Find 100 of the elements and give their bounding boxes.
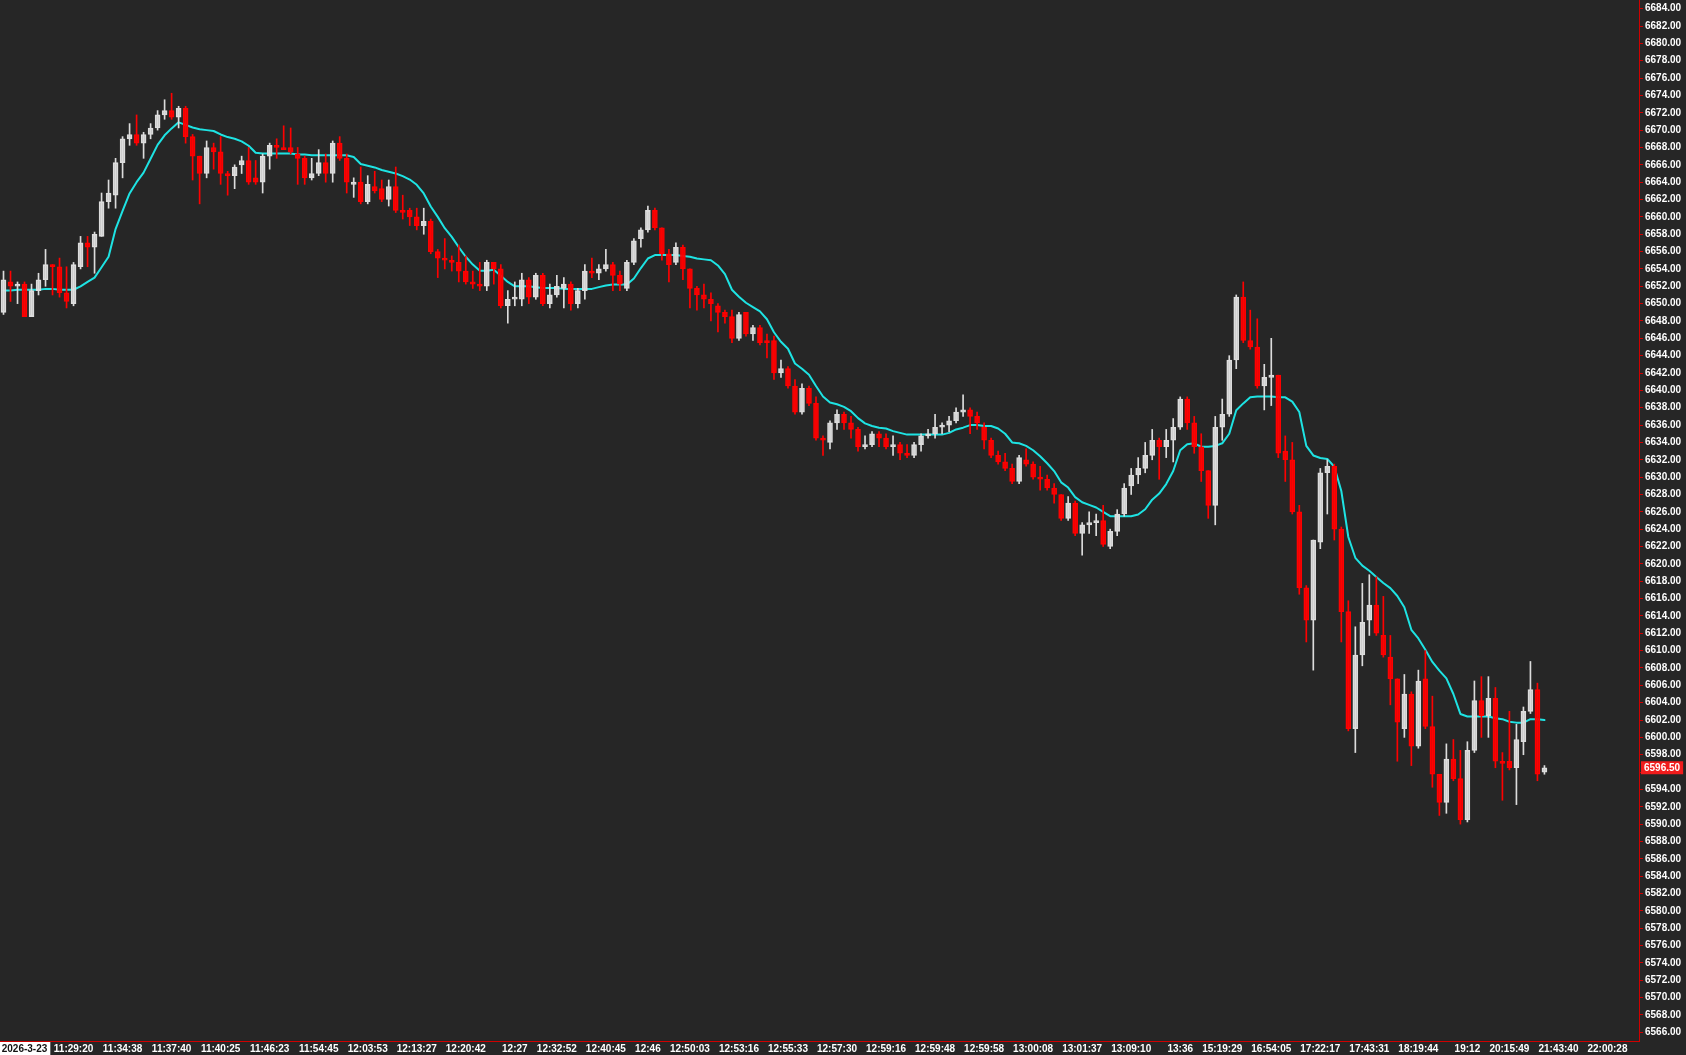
candlestick <box>371 171 378 194</box>
x-tick-label: 12:13:27 <box>396 1042 438 1054</box>
y-tick-label: 6568.00 <box>1645 1008 1682 1020</box>
candlestick <box>701 283 707 309</box>
y-tick-label: 6668.00 <box>1645 141 1682 153</box>
candlestick <box>890 435 896 456</box>
x-tick-label: 12:53:16 <box>718 1042 760 1054</box>
y-tick-label: 6654.00 <box>1645 262 1682 274</box>
candlestick <box>1163 429 1170 458</box>
candlestick <box>1268 338 1275 406</box>
y-tick-label: 6636.00 <box>1645 418 1682 430</box>
x-tick-label: 21:43:40 <box>1538 1042 1579 1054</box>
x-tick-label: 13:09:10 <box>1111 1042 1152 1054</box>
candlestick <box>967 407 973 435</box>
y-tick-label: 6600.00 <box>1645 731 1682 743</box>
candlestick <box>280 125 287 150</box>
x-tick-label: 12:32:52 <box>536 1042 578 1054</box>
candlestick <box>511 281 518 307</box>
candlestick <box>1135 457 1142 484</box>
y-tick-label: 6614.00 <box>1645 609 1682 621</box>
y-tick-label: 6632.00 <box>1645 453 1682 465</box>
y-tick-label: 6678.00 <box>1645 54 1682 66</box>
y-tick-label: 6618.00 <box>1645 574 1682 586</box>
y-tick-label: 6570.00 <box>1645 991 1682 1003</box>
x-tick-label: 12:50:03 <box>669 1042 711 1054</box>
candlestick <box>420 207 427 235</box>
candlestick <box>308 157 315 181</box>
y-tick-label: 6606.00 <box>1645 679 1682 691</box>
y-tick-label: 6626.00 <box>1645 505 1682 517</box>
candlestick <box>1037 465 1043 491</box>
x-tick-label: 13:01:37 <box>1062 1042 1103 1054</box>
y-tick-label: 6624.00 <box>1645 522 1682 534</box>
y-tick-label: 6582.00 <box>1645 887 1682 899</box>
y-tick-label: 6676.00 <box>1645 71 1682 83</box>
x-tick-label: 19:12 <box>1454 1042 1481 1054</box>
x-tick-label: 12:59:58 <box>964 1042 1005 1054</box>
y-tick-label: 6592.00 <box>1645 800 1682 812</box>
candlestick <box>561 277 567 309</box>
y-tick-label: 6628.00 <box>1645 488 1682 500</box>
y-tick-label: 6630.00 <box>1645 470 1682 482</box>
candlestick <box>1324 459 1331 515</box>
y-tick-label: 6610.00 <box>1645 644 1682 656</box>
candlestick <box>504 290 511 324</box>
y-tick-label: 6566.00 <box>1645 1026 1682 1038</box>
candlestick <box>820 435 826 456</box>
x-tick-label: 15:19:29 <box>1202 1042 1243 1054</box>
y-tick-label: 6602.00 <box>1645 713 1682 725</box>
x-tick-label: 17:22:17 <box>1300 1042 1341 1054</box>
y-tick-label: 6590.00 <box>1645 817 1682 829</box>
y-tick-label: 6622.00 <box>1645 540 1682 552</box>
candlestick <box>708 292 714 322</box>
y-tick-label: 6644.00 <box>1645 349 1682 361</box>
x-tick-label: 12:46 <box>635 1042 662 1054</box>
candlestick <box>287 127 294 155</box>
annotation: 6596.50 <box>1644 761 1681 773</box>
y-tick-label: 6588.00 <box>1645 835 1682 847</box>
y-tick-label: 6652.00 <box>1645 280 1682 292</box>
candlestick <box>455 244 462 283</box>
candlestick <box>294 147 301 185</box>
y-tick-label: 6650.00 <box>1645 297 1682 309</box>
y-tick-label: 6580.00 <box>1645 904 1682 916</box>
x-tick-label: 2026-3-23 <box>1 1042 48 1054</box>
y-tick-label: 6640.00 <box>1645 384 1682 396</box>
y-tick-label: 6660.00 <box>1645 210 1682 222</box>
x-tick-label: 11:40:25 <box>200 1042 241 1054</box>
x-tick-label: 12:57:30 <box>817 1042 858 1054</box>
y-tick-label: 6604.00 <box>1645 696 1682 708</box>
y-tick-label: 6586.00 <box>1645 852 1682 864</box>
x-tick-label: 11:46:23 <box>249 1042 290 1054</box>
y-tick-label: 6576.00 <box>1645 939 1682 951</box>
y-tick-label: 6638.00 <box>1645 401 1682 413</box>
y-tick-label: 6612.00 <box>1645 627 1682 639</box>
candlestick <box>1156 437 1163 480</box>
x-tick-label: 12:55:33 <box>767 1042 809 1054</box>
x-tick-label: 11:29:20 <box>53 1042 94 1054</box>
candlestick <box>1079 522 1085 556</box>
x-tick-label: 18:19:44 <box>1398 1042 1439 1054</box>
candlestick <box>448 255 455 272</box>
x-tick-label: 13:00:08 <box>1013 1042 1054 1054</box>
x-tick-label: 12:40:45 <box>585 1042 627 1054</box>
candlestick <box>1093 513 1099 537</box>
candlestick <box>476 262 483 291</box>
y-tick-label: 6680.00 <box>1645 37 1682 49</box>
y-tick-label: 6572.00 <box>1645 974 1682 986</box>
y-tick-label: 6672.00 <box>1645 106 1682 118</box>
candlestick <box>399 194 406 220</box>
y-tick-label: 6662.00 <box>1645 193 1682 205</box>
x-tick-label: 20:15:49 <box>1489 1042 1530 1054</box>
y-tick-label: 6578.00 <box>1645 921 1682 933</box>
x-tick-label: 11:54:45 <box>298 1042 339 1054</box>
y-tick-label: 6656.00 <box>1645 245 1682 257</box>
candlestick <box>1282 435 1289 482</box>
y-tick-label: 6608.00 <box>1645 661 1682 673</box>
candlestick <box>904 444 910 458</box>
y-tick-label: 6658.00 <box>1645 227 1682 239</box>
y-tick-label: 6648.00 <box>1645 314 1682 326</box>
y-tick-label: 6684.00 <box>1645 2 1682 14</box>
y-tick-label: 6642.00 <box>1645 366 1682 378</box>
y-tick-label: 6574.00 <box>1645 956 1682 968</box>
x-tick-label: 12:20:42 <box>445 1042 487 1054</box>
